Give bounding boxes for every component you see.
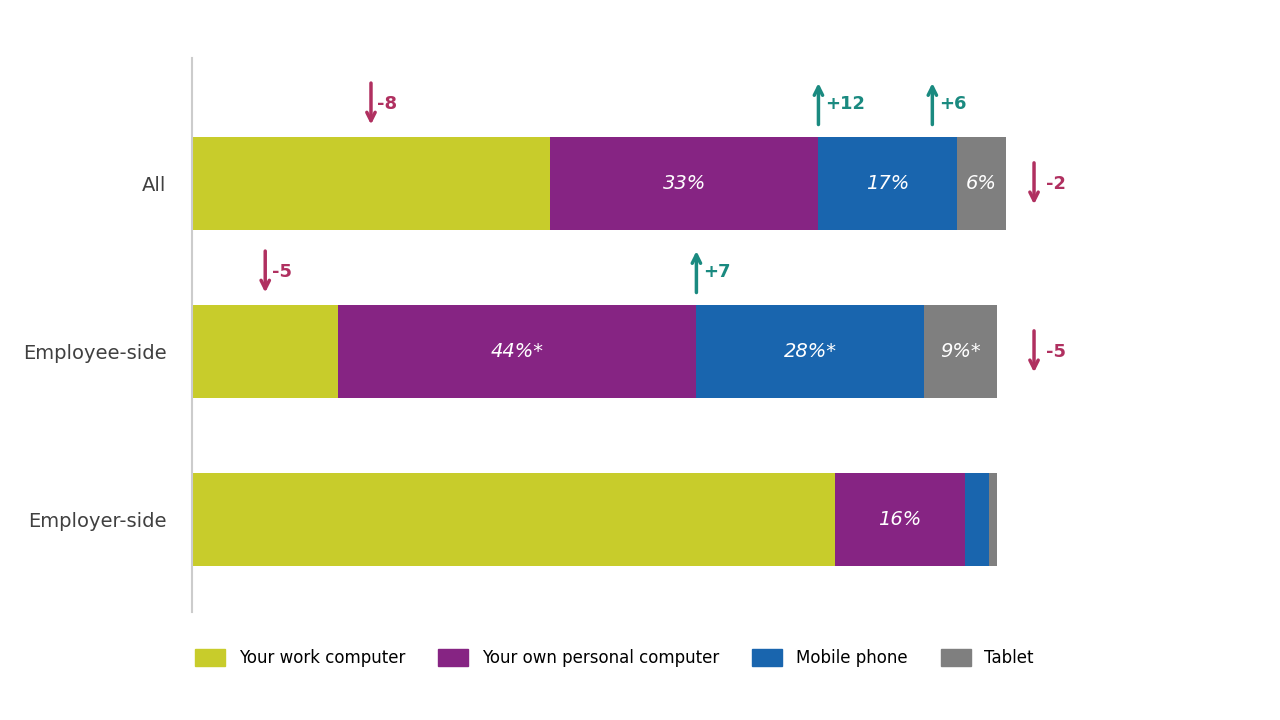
Bar: [192, 305, 338, 397]
Text: +6: +6: [938, 95, 966, 113]
Text: +12: +12: [824, 95, 865, 113]
Bar: [696, 305, 924, 397]
Bar: [338, 305, 696, 397]
Bar: [965, 474, 989, 566]
Text: 79%*: 79%*: [486, 510, 540, 529]
Bar: [818, 138, 956, 230]
Legend: Your work computer, Your own personal computer, Mobile phone, Tablet: Your work computer, Your own personal co…: [187, 641, 1042, 676]
Text: 9%*: 9%*: [941, 342, 982, 361]
Text: 44%*: 44%*: [492, 342, 544, 361]
Text: -2: -2: [1046, 174, 1066, 192]
Bar: [192, 474, 835, 566]
Text: -5: -5: [271, 263, 292, 281]
Text: -5: -5: [1046, 343, 1066, 361]
Text: 33%: 33%: [663, 174, 705, 193]
Text: 28%*: 28%*: [783, 342, 837, 361]
Bar: [989, 474, 997, 566]
Bar: [924, 305, 997, 397]
Bar: [550, 138, 818, 230]
Bar: [835, 474, 965, 566]
Text: +7: +7: [703, 263, 731, 281]
Text: 6%: 6%: [965, 174, 997, 193]
Text: 16%: 16%: [878, 510, 922, 529]
Bar: [956, 138, 1006, 230]
Text: -8: -8: [378, 95, 398, 113]
Text: 17%: 17%: [867, 174, 909, 193]
Text: 18%: 18%: [243, 342, 287, 361]
Bar: [192, 138, 550, 230]
Text: 44%: 44%: [349, 174, 393, 193]
